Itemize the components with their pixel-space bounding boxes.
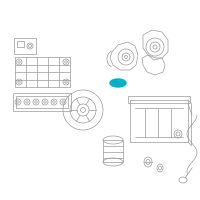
Bar	[16, 96, 68, 108]
Bar	[103, 140, 123, 162]
Bar	[15, 57, 70, 87]
Bar	[128, 96, 190, 103]
Bar	[14, 38, 36, 54]
Ellipse shape	[110, 79, 126, 87]
Bar	[13, 93, 71, 111]
Bar	[17, 41, 24, 47]
Bar	[130, 100, 188, 142]
